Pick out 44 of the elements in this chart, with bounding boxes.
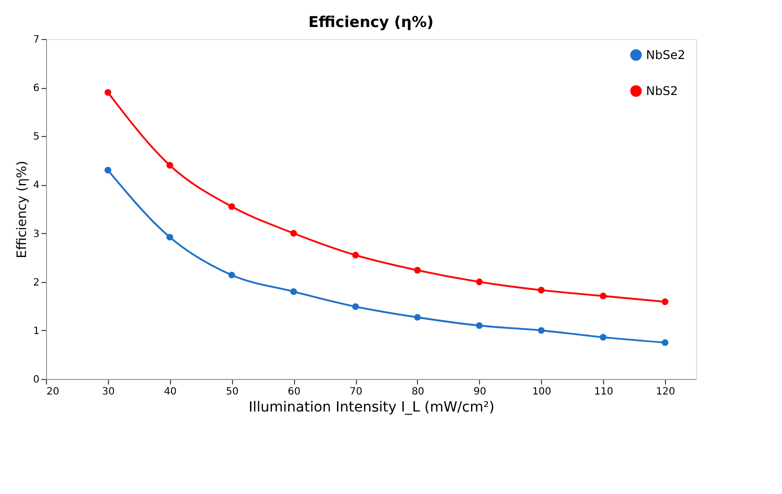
- point: [290, 288, 297, 295]
- point: [104, 89, 112, 96]
- y-axis-title: Efficiency (η%): [15, 160, 30, 258]
- x-tick-label: 20: [46, 386, 60, 398]
- point: [166, 234, 174, 241]
- x-tick-label: 110: [594, 386, 614, 398]
- y-tick-label: 6: [33, 83, 40, 94]
- point: [290, 230, 297, 237]
- point: [352, 303, 359, 310]
- point: [228, 272, 236, 278]
- point: [228, 203, 236, 210]
- point: [476, 322, 483, 329]
- x-tick-label: 80: [412, 386, 424, 398]
- x-tick-label: 40: [164, 386, 177, 398]
- y-tick-label: 7: [33, 34, 40, 46]
- y-tick-label: 0: [33, 374, 40, 386]
- y-tick-label: 2: [33, 277, 40, 288]
- y-tick-label: 4: [33, 180, 40, 192]
- point: [538, 327, 545, 334]
- point: [476, 278, 483, 286]
- y-tick-label: 5: [33, 132, 40, 143]
- x-tick-label: 120: [656, 386, 676, 398]
- point: [166, 162, 174, 169]
- point: [414, 314, 421, 321]
- chart-title: Efficiency (η%): [308, 13, 434, 31]
- point: [600, 334, 606, 341]
- point: [600, 292, 606, 300]
- point: [662, 298, 668, 306]
- legend-label: NbS2: [646, 84, 678, 98]
- legend-label: NbSe2: [646, 48, 686, 62]
- point: [662, 339, 668, 346]
- x-tick-label: 90: [473, 386, 486, 398]
- point: [538, 286, 545, 294]
- point: [352, 252, 359, 258]
- x-tick-label: 30: [102, 386, 115, 398]
- x-tick-label: 60: [288, 386, 300, 398]
- point: [414, 266, 421, 274]
- x-axis-title: Illumination Intensity I_L (mW/cm²): [248, 400, 494, 416]
- point: [104, 166, 112, 174]
- x-tick-label: 50: [226, 386, 239, 398]
- x-tick-label: 70: [350, 386, 362, 398]
- y-tick-label: 1: [33, 326, 40, 337]
- y-tick-label: 3: [33, 228, 40, 240]
- x-tick-label: 100: [532, 386, 552, 398]
